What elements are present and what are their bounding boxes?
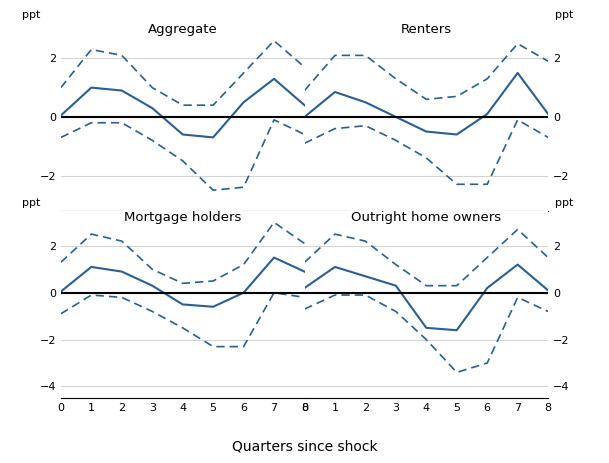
Text: Outright home owners: Outright home owners — [351, 211, 501, 224]
Text: ppt: ppt — [22, 198, 40, 208]
Text: ppt: ppt — [555, 198, 574, 208]
Text: Renters: Renters — [401, 23, 452, 36]
Text: Aggregate: Aggregate — [148, 23, 217, 36]
Text: Quarters since shock: Quarters since shock — [231, 440, 378, 454]
Text: ppt: ppt — [555, 10, 574, 20]
Text: Mortgage holders: Mortgage holders — [124, 211, 241, 224]
Text: ppt: ppt — [22, 10, 40, 20]
